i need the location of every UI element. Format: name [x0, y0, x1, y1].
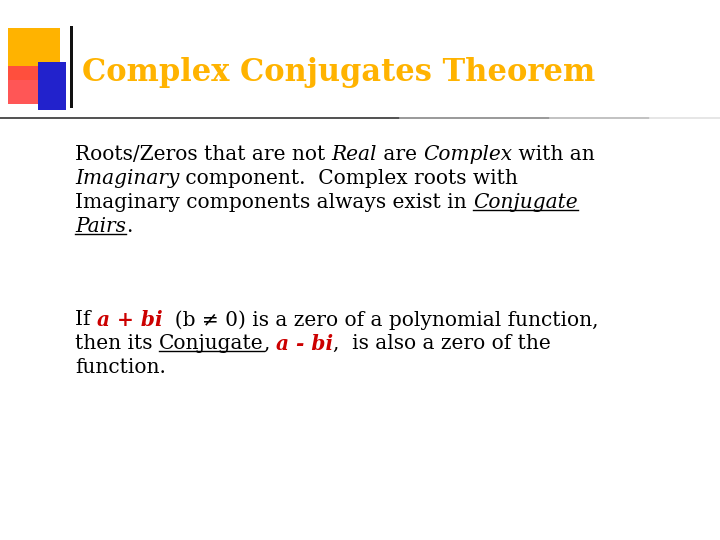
Text: ,  is also a zero of the: , is also a zero of the	[333, 334, 551, 353]
Text: Imaginary: Imaginary	[75, 169, 179, 188]
Text: with an: with an	[513, 145, 595, 164]
Text: Complex Conjugates Theorem: Complex Conjugates Theorem	[82, 57, 595, 87]
Bar	[8, 28, 60, 80]
Text: are: are	[377, 145, 423, 164]
Text: .: .	[126, 217, 132, 236]
Text: Complex: Complex	[423, 145, 513, 164]
Text: If: If	[75, 310, 97, 329]
Text: component.  Complex roots with: component. Complex roots with	[179, 169, 518, 188]
Text: Real: Real	[332, 145, 377, 164]
Text: ,: ,	[264, 334, 276, 353]
Bar	[38, 62, 66, 110]
Text: Conjugate: Conjugate	[159, 334, 264, 353]
Text: (b ≠ 0) is a zero of a polynomial function,: (b ≠ 0) is a zero of a polynomial functi…	[163, 310, 599, 329]
Text: then its: then its	[75, 334, 159, 353]
Bar	[8, 66, 50, 104]
Text: a - bi: a - bi	[276, 334, 333, 354]
Text: Conjugate: Conjugate	[473, 193, 577, 212]
Text: function.: function.	[75, 358, 166, 377]
Text: a + bi: a + bi	[97, 310, 163, 330]
Bar	[70, 26, 73, 108]
Text: Roots/Zeros that are not: Roots/Zeros that are not	[75, 145, 332, 164]
Text: Imaginary components always exist in: Imaginary components always exist in	[75, 193, 473, 212]
Text: Pairs: Pairs	[75, 217, 126, 236]
